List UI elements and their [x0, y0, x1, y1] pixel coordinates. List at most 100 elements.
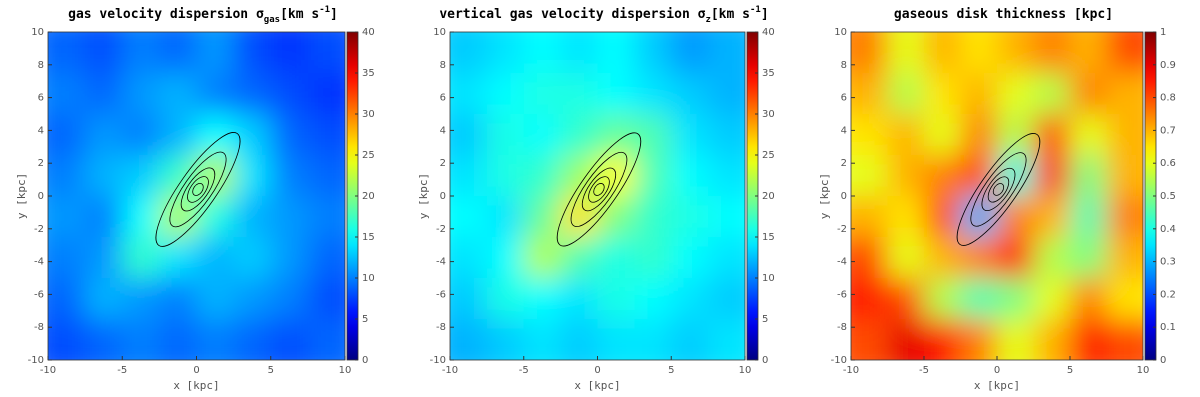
cell	[597, 237, 635, 279]
cell	[597, 319, 635, 360]
contour	[981, 167, 1016, 211]
cell	[233, 155, 272, 197]
cell	[960, 155, 998, 197]
cell	[196, 32, 235, 74]
chart-title: gas velocity dispersion σgas[km s-1]	[68, 5, 338, 25]
cell	[997, 196, 1034, 238]
cell	[48, 32, 86, 74]
y-tick-label: 4	[841, 125, 847, 136]
cell	[307, 155, 345, 197]
cell	[48, 196, 86, 238]
cell	[450, 155, 488, 197]
colorbar-tick-label: 0.1	[1160, 322, 1176, 333]
cell	[85, 319, 123, 360]
colorbar-tick-label: 25	[762, 150, 775, 161]
y-tick-label: -8	[34, 322, 44, 333]
x-tick-label: 0	[994, 365, 1000, 376]
y-tick-label: -8	[436, 322, 446, 333]
x-tick-label: 10	[339, 365, 352, 376]
title-part: gaseous disk thickness [kpc]	[894, 7, 1113, 22]
colorbar-tick-label: 0.3	[1160, 257, 1176, 268]
cell	[196, 278, 235, 320]
x-tick-label: 5	[1067, 365, 1073, 376]
cell	[560, 278, 598, 320]
cell	[159, 73, 197, 115]
cell	[122, 32, 160, 74]
y-tick-label: -6	[34, 289, 44, 300]
cell	[450, 319, 488, 360]
cell	[960, 237, 998, 279]
cell	[708, 114, 745, 156]
cell	[523, 319, 562, 360]
y-tick-label: -4	[436, 257, 446, 268]
colorbar-tick-label: 0.6	[1160, 158, 1176, 169]
cell	[1106, 155, 1143, 197]
cell	[159, 155, 197, 197]
x-axis-label: x [kpc]	[974, 379, 1020, 392]
cell	[671, 319, 709, 360]
heatmap-cells	[48, 32, 345, 360]
contour	[992, 183, 1005, 196]
colorbar-tick-label: 30	[762, 109, 775, 120]
cell	[887, 32, 925, 74]
cell	[270, 73, 309, 115]
cell	[924, 278, 961, 320]
cell	[450, 114, 488, 156]
cell	[634, 278, 672, 320]
y-tick-label: 10	[433, 27, 446, 38]
cell	[523, 73, 562, 115]
cell	[634, 32, 672, 74]
cell	[851, 155, 888, 197]
colorbar-tick-label: 0.9	[1160, 60, 1176, 71]
cell	[924, 73, 961, 115]
colorbar-tick-label: 15	[762, 232, 775, 243]
y-tick-label: 10	[31, 27, 44, 38]
colorbar-tick-label: 0	[762, 355, 768, 366]
cell	[122, 114, 160, 156]
cell	[48, 73, 86, 115]
cell	[523, 155, 562, 197]
cell	[960, 319, 998, 360]
cell	[1070, 196, 1107, 238]
cell	[560, 32, 598, 74]
x-tick-label: 10	[739, 365, 752, 376]
colorbar-tick-label: 0.5	[1160, 191, 1176, 202]
cell	[597, 32, 635, 74]
cell	[924, 155, 961, 197]
cell	[1033, 114, 1071, 156]
contour	[987, 176, 1010, 203]
cell	[523, 196, 562, 238]
cell	[270, 196, 309, 238]
cell	[85, 155, 123, 197]
cell	[85, 196, 123, 238]
cell	[1106, 278, 1143, 320]
cell	[708, 278, 745, 320]
cell	[1033, 196, 1071, 238]
cell	[486, 237, 525, 279]
heatmap	[450, 32, 745, 360]
cell	[523, 278, 562, 320]
cell	[270, 237, 309, 279]
colorbar-tick-label: 40	[762, 27, 775, 38]
title-part: ]	[761, 7, 769, 22]
cell	[924, 237, 961, 279]
cell	[671, 114, 709, 156]
cell	[1033, 32, 1071, 74]
colorbar-tick-label: 10	[362, 273, 375, 284]
cell	[634, 73, 672, 115]
cell	[486, 73, 525, 115]
cell	[1106, 319, 1143, 360]
cell	[233, 114, 272, 156]
contour	[970, 152, 1027, 227]
cell	[48, 278, 86, 320]
y-tick-label: -2	[34, 224, 44, 235]
y-tick-label: 0	[841, 191, 847, 202]
cell	[560, 196, 598, 238]
cell	[1033, 73, 1071, 115]
cell	[997, 32, 1034, 74]
cell	[634, 114, 672, 156]
y-tick-label: 8	[38, 60, 44, 71]
x-tick-label: -10	[40, 365, 56, 376]
x-tick-label: -5	[919, 365, 929, 376]
